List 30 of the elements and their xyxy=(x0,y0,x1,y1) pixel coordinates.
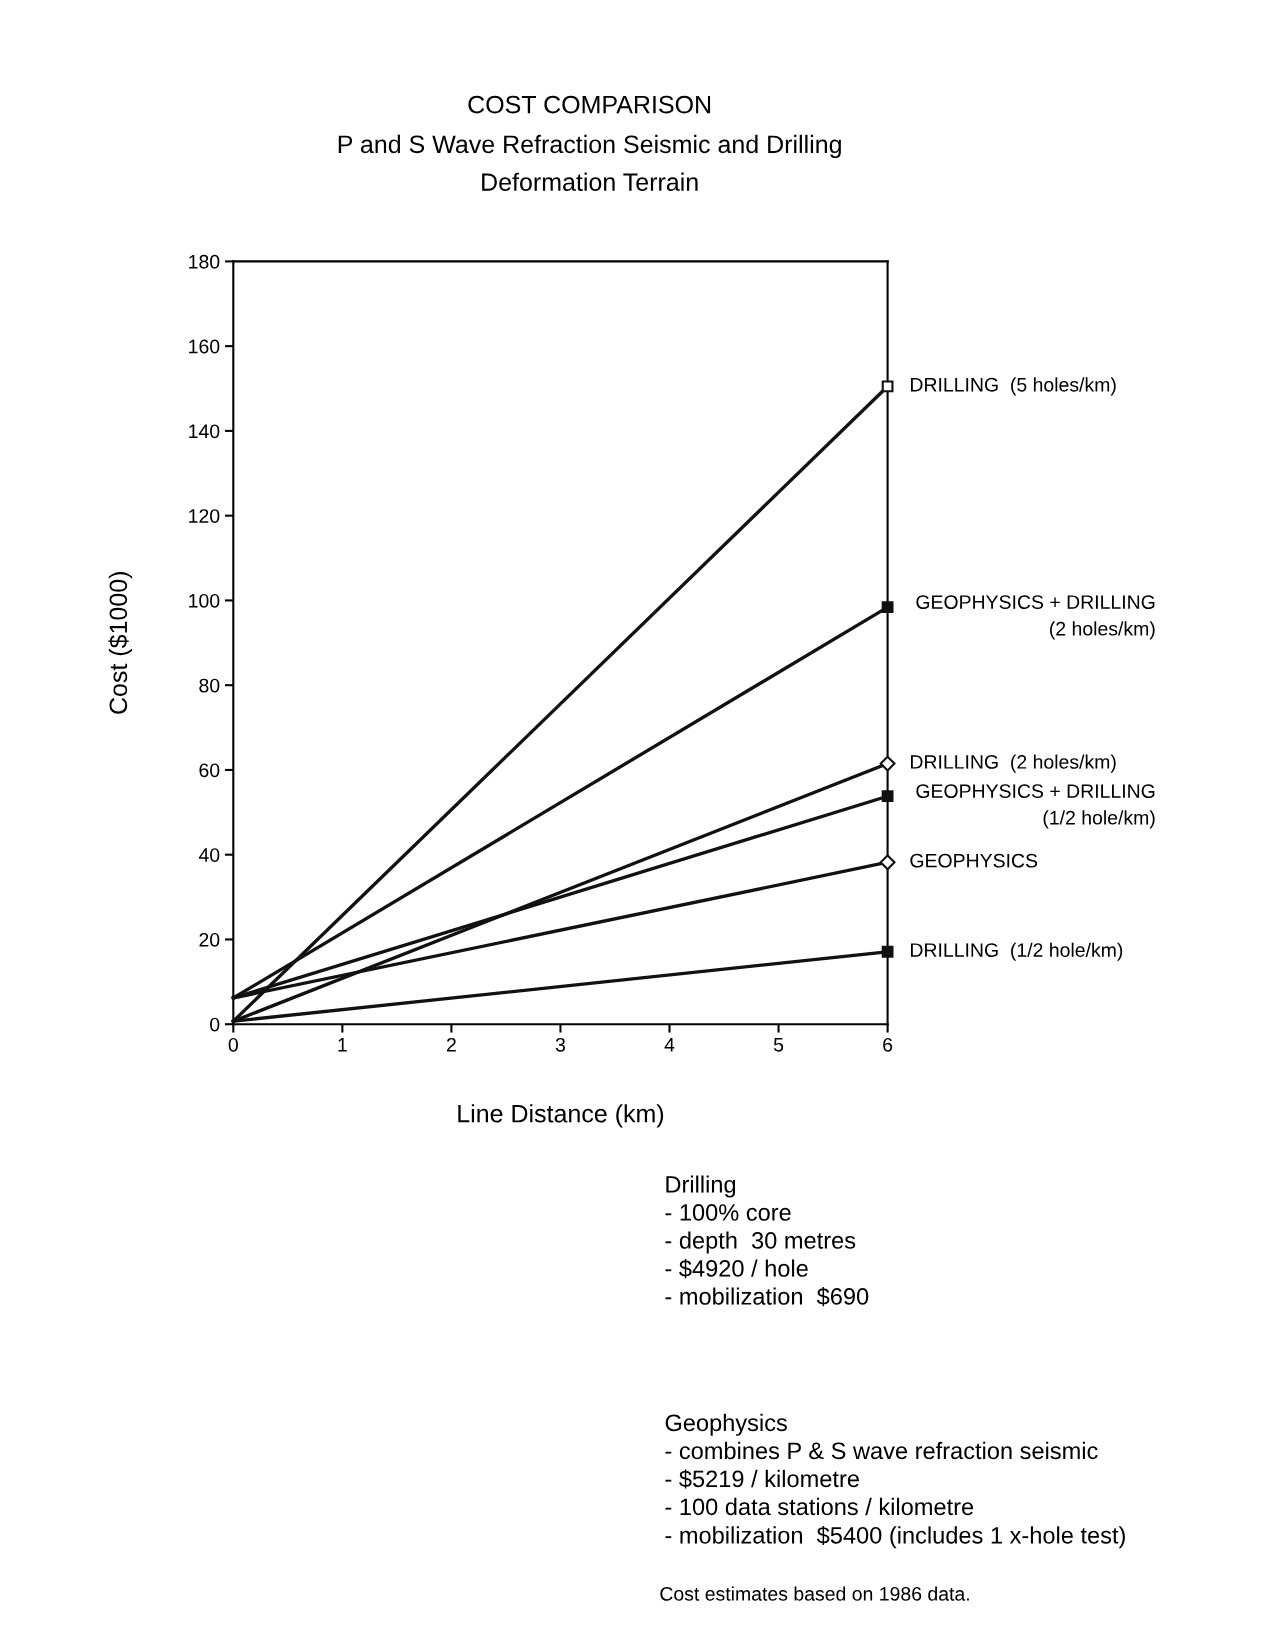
series-label: GEOPHYSICS + DRILLING (2 holes/km) xyxy=(916,595,1155,640)
y-tick-label: 140 xyxy=(189,424,220,439)
x-tick-label: 5 xyxy=(773,1038,784,1052)
chart-subtitle: P and S Wave Refraction Seismic and Drilling Deformation Terrain xyxy=(338,134,841,191)
chart-title: COST COMPARISON xyxy=(468,95,711,114)
series-label: DRILLING (1/2 hole/km) xyxy=(911,942,1123,961)
x-tick-label: 2 xyxy=(446,1037,456,1052)
text: Drilling - 100% core - depth 30 metres - $4920 / hole - mobilization $690 xyxy=(665,1175,869,1307)
y-tick-label: 20 xyxy=(199,932,220,947)
x-tick-label: 0 xyxy=(228,1037,238,1052)
series-label: DRILLING (2 holes/km) xyxy=(911,754,1116,773)
y-tick-label: 100 xyxy=(189,593,220,608)
y-tick-label: 160 xyxy=(189,339,220,354)
series-label: GEOPHYSICS + DRILLING (1/2 hole/km) xyxy=(916,784,1155,829)
y-tick-label: 80 xyxy=(199,678,220,693)
x-tick-label: 4 xyxy=(664,1038,675,1052)
x-axis-title: Line Distance (km) xyxy=(458,1104,664,1128)
x-tick-label: 3 xyxy=(555,1037,566,1052)
text: Geophysics - combines P & S wave refraction seismic - $5219 / kilometre - 100 data stations / kilometre - mobilization $5400 (includes 1 x-hole test) xyxy=(665,1413,1125,1549)
x-tick-label: 1 xyxy=(338,1038,347,1052)
x-tick-label: 6 xyxy=(883,1037,893,1052)
y-tick-label: 180 xyxy=(189,254,220,269)
series-label: DRILLING (5 holes/km) xyxy=(911,377,1116,396)
y-tick-label: 40 xyxy=(198,848,220,862)
text: Cost estimates based on 1986 data. xyxy=(660,1586,969,1601)
y-tick-label: 120 xyxy=(189,509,220,523)
y-tick-label: 60 xyxy=(199,763,220,778)
y-tick-label: 0 xyxy=(210,1017,220,1032)
y-axis-title: Cost ($1000) xyxy=(108,572,133,714)
series-label: GEOPHYSICS xyxy=(910,853,1038,868)
